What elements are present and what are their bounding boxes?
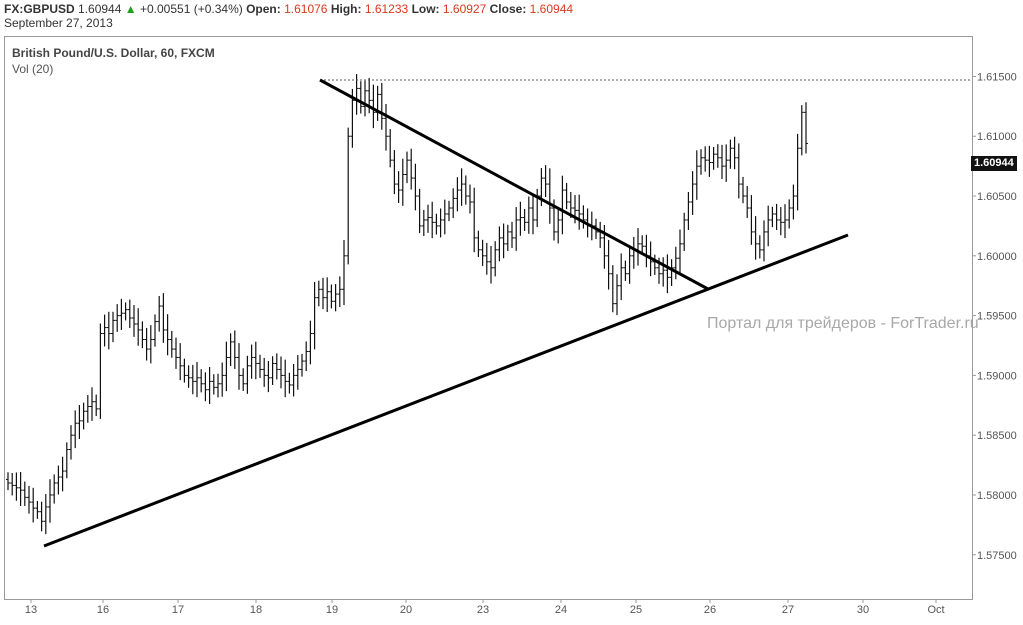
price-change: +0.00551 (+0.34%) xyxy=(139,2,243,16)
up-arrow-icon: ▲ xyxy=(124,2,137,16)
x-tick-label: 18 xyxy=(250,604,262,616)
y-tick-label: 1.61500 xyxy=(977,71,1017,83)
last-price-marker: 1.60944 xyxy=(971,156,1017,171)
x-tick-label: 20 xyxy=(400,604,412,616)
chart-date: September 27, 2013 xyxy=(4,16,113,30)
y-tick-label: 1.58500 xyxy=(977,430,1017,442)
x-tick-label: 27 xyxy=(782,604,794,616)
resistance-trendline xyxy=(319,78,709,291)
open-label: Open: xyxy=(246,2,281,16)
y-tick-label: 1.60000 xyxy=(977,251,1017,263)
symbol-label: FX:GBPUSD xyxy=(4,2,75,16)
x-tick-label: 23 xyxy=(477,604,489,616)
chart-panel[interactable] xyxy=(4,36,973,600)
y-tick-label: 1.59000 xyxy=(977,370,1017,382)
support-trendline xyxy=(43,233,849,548)
high-label: High: xyxy=(330,2,362,16)
watermark: Портал для трейдеров - ForTrader.ru xyxy=(707,315,979,332)
close-label: Close: xyxy=(489,2,527,16)
low-value: 1.60927 xyxy=(442,2,487,16)
y-tick-label: 1.59500 xyxy=(977,311,1017,323)
close-value: 1.60944 xyxy=(529,2,574,16)
x-tick-label: Oct xyxy=(927,604,944,616)
low-label: Low: xyxy=(411,2,440,16)
panel-title: British Pound/U.S. Dollar, 60, FXCM xyxy=(12,46,215,60)
x-tick-label: 17 xyxy=(172,604,184,616)
y-tick-label: 1.57500 xyxy=(977,550,1017,562)
x-tick-label: 19 xyxy=(326,604,338,616)
x-tick-label: 13 xyxy=(25,604,37,616)
open-value: 1.61076 xyxy=(284,2,328,16)
y-tick-label: 1.58000 xyxy=(977,490,1017,502)
volume-label: Vol (20) xyxy=(12,62,54,76)
chart-header: FX:GBPUSD 1.60944 ▲ +0.00551 (+0.34%) Op… xyxy=(4,2,573,30)
y-tick-label: 1.60500 xyxy=(977,191,1017,203)
last-price: 1.60944 xyxy=(78,2,122,16)
y-tick-label: 1.61000 xyxy=(977,131,1017,143)
x-tick-label: 30 xyxy=(857,604,869,616)
x-tick-label: 26 xyxy=(704,604,716,616)
x-tick-label: 25 xyxy=(630,604,642,616)
high-value: 1.61233 xyxy=(364,2,409,16)
x-tick-label: 16 xyxy=(97,604,109,616)
x-tick-label: 24 xyxy=(555,604,567,616)
